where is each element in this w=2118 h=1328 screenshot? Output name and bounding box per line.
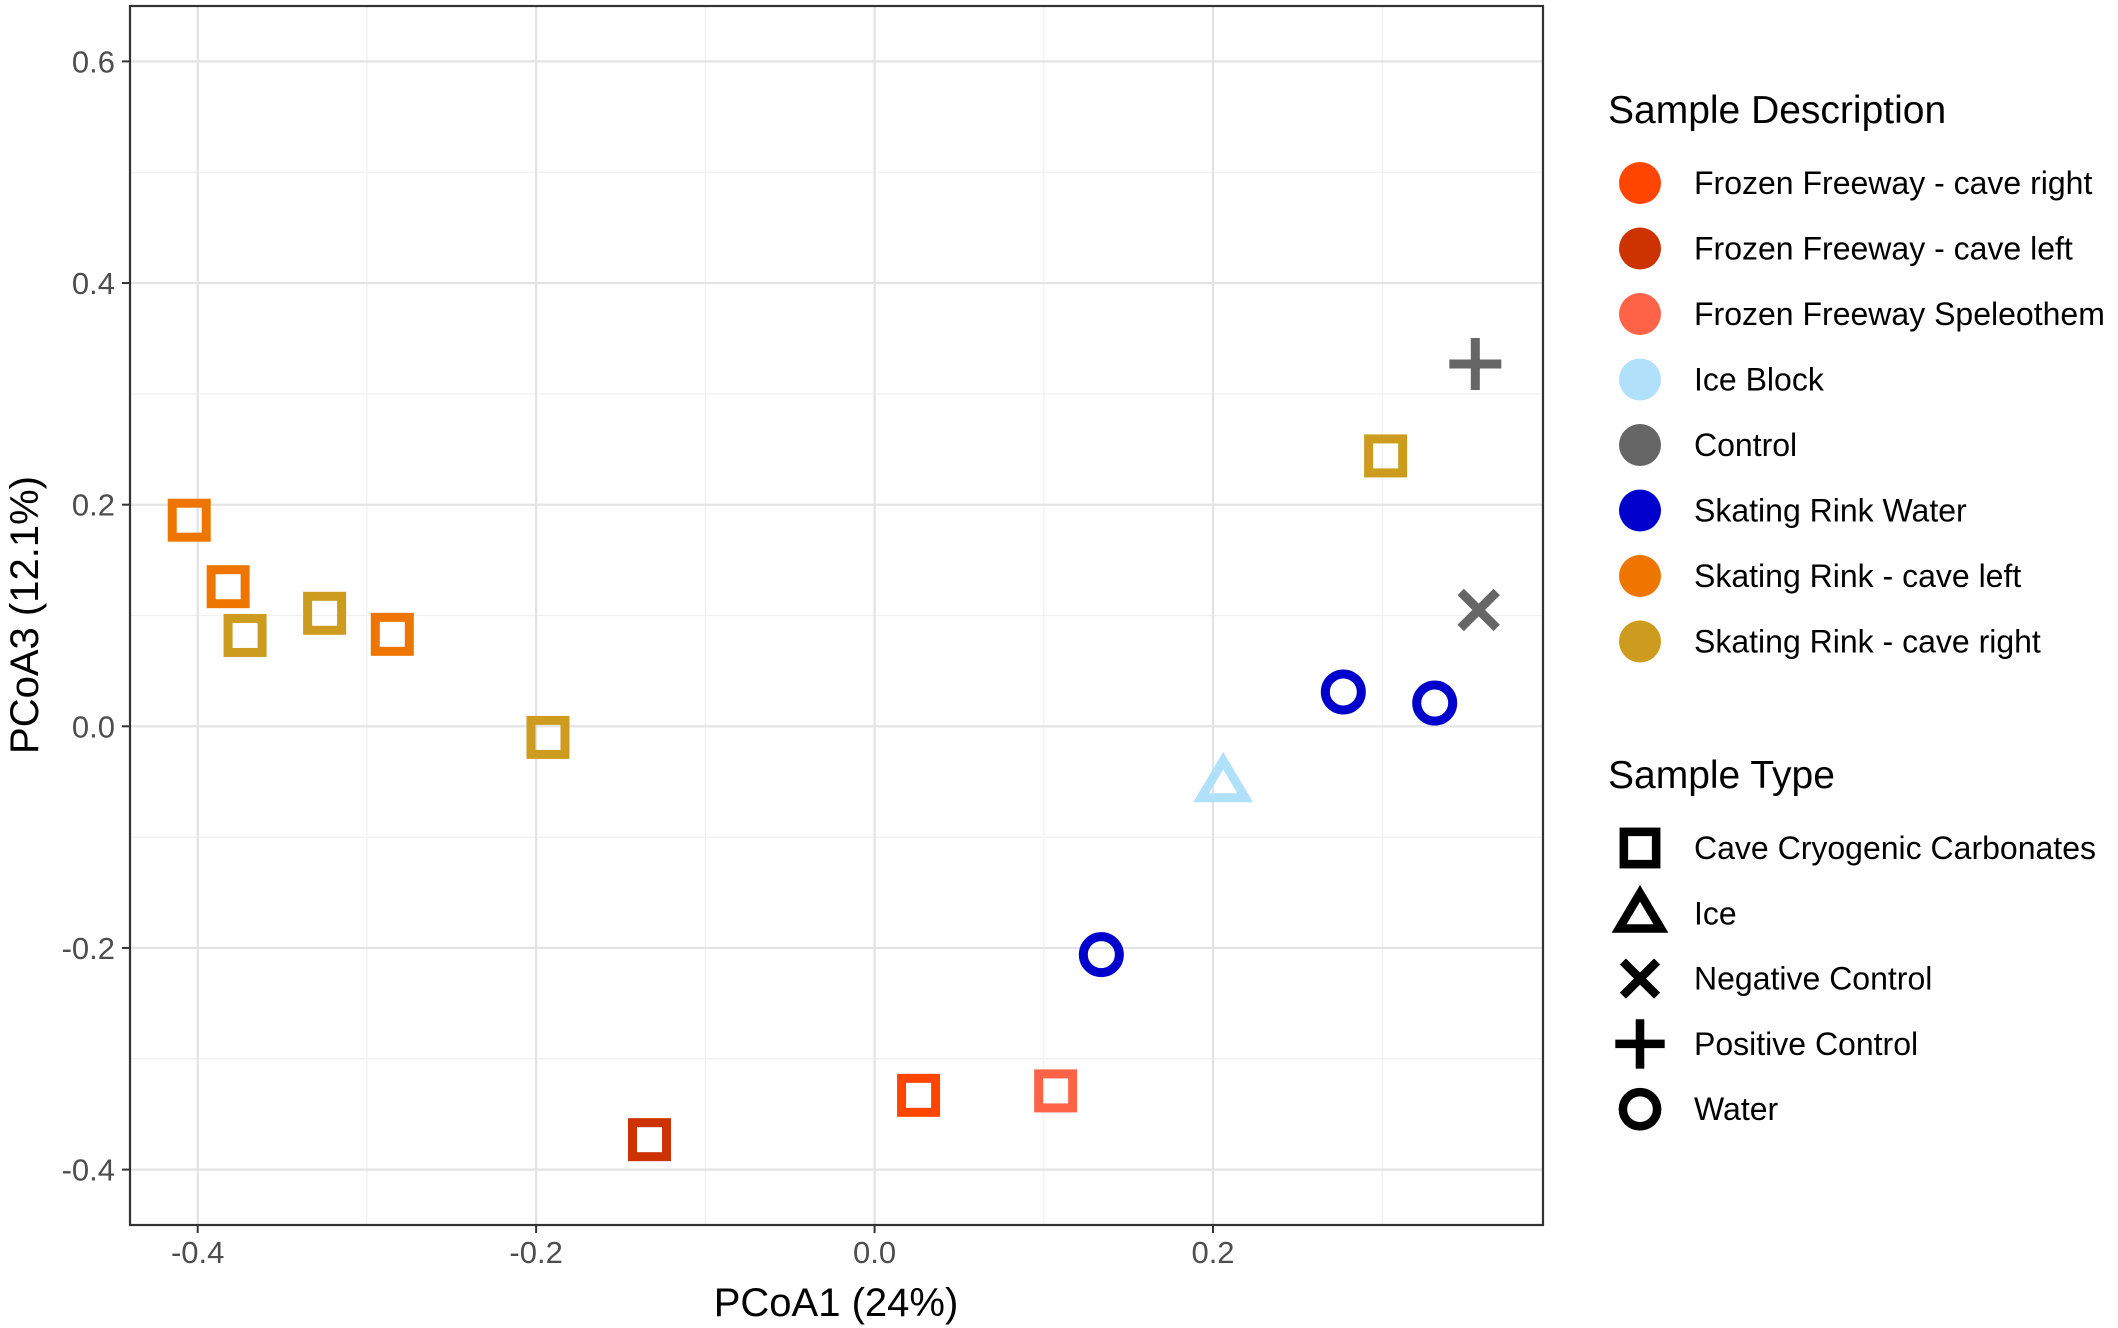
legend-color-key bbox=[1619, 424, 1661, 466]
x-tick-label: 0.2 bbox=[1191, 1235, 1234, 1270]
legend-label: Water bbox=[1694, 1091, 1779, 1127]
data-points bbox=[167, 337, 1502, 1162]
y-tick-label: 0.6 bbox=[72, 44, 115, 79]
legend-color-key bbox=[1619, 489, 1661, 532]
x-tick-label: -0.4 bbox=[171, 1235, 224, 1270]
legend-shape-key-cross bbox=[1619, 958, 1661, 999]
x-axis-ticks: -0.4 -0.2 0.0 0.2 bbox=[171, 1225, 1235, 1270]
y-axis-title: PCoA3 (12.1%) bbox=[3, 476, 47, 754]
legend-label: Ice bbox=[1694, 895, 1737, 931]
legend-color-key bbox=[1619, 162, 1661, 204]
legend-label: Ice Block bbox=[1694, 362, 1825, 398]
data-point-circle bbox=[1412, 680, 1458, 726]
legend-area: Sample Description Frozen Freeway - cave … bbox=[1608, 89, 2105, 1131]
legend-label: Frozen Freeway - cave left bbox=[1694, 231, 2073, 267]
legend-color-key bbox=[1619, 358, 1661, 401]
legend-label: Control bbox=[1694, 427, 1797, 463]
data-point-square bbox=[1034, 1069, 1078, 1113]
legend-label: Skating Rink - cave left bbox=[1694, 558, 2021, 594]
legend-label: Negative Control bbox=[1694, 961, 1932, 997]
legend-label: Positive Control bbox=[1694, 1026, 1918, 1062]
legend-shape-key-triangle bbox=[1611, 884, 1669, 933]
y-tick-label: 0.2 bbox=[72, 488, 115, 523]
legend-shape-key-plus bbox=[1615, 1019, 1665, 1069]
legend-color-key bbox=[1619, 293, 1661, 335]
legend-shape-key-square bbox=[1619, 827, 1661, 869]
y-tick-label: -0.4 bbox=[62, 1153, 115, 1188]
legend-label: Frozen Freeway Speleothem bbox=[1694, 296, 2105, 332]
y-tick-label: 0.4 bbox=[72, 266, 115, 301]
data-point-square bbox=[526, 715, 570, 759]
data-point-square bbox=[1364, 434, 1408, 478]
minor-gridlines bbox=[130, 6, 1543, 1225]
major-gridlines bbox=[130, 6, 1543, 1225]
legend-title-sample-description: Sample Description bbox=[1608, 89, 1946, 132]
data-point-circle bbox=[1320, 669, 1366, 715]
data-point-square bbox=[223, 613, 267, 657]
x-tick-label: -0.2 bbox=[509, 1235, 562, 1270]
x-axis-title: PCoA1 (24%) bbox=[714, 1281, 959, 1325]
legend-color-key bbox=[1619, 620, 1661, 663]
legend-label: Skating Rink - cave right bbox=[1694, 624, 2041, 660]
data-point-square bbox=[897, 1073, 941, 1117]
legend-shape-key-circle bbox=[1618, 1087, 1662, 1131]
plot-panel bbox=[128, 4, 1545, 1227]
y-tick-label: -0.2 bbox=[62, 931, 115, 966]
data-point-triangle bbox=[1193, 751, 1254, 803]
data-point-square bbox=[370, 612, 414, 656]
data-point-square bbox=[167, 498, 211, 542]
y-tick-label: 0.0 bbox=[72, 709, 115, 744]
data-point-cross bbox=[1457, 588, 1500, 632]
data-point-plus bbox=[1449, 337, 1502, 390]
legend-label: Cave Cryogenic Carbonates bbox=[1694, 830, 2096, 866]
data-point-square bbox=[303, 591, 347, 635]
legend-title-sample-type: Sample Type bbox=[1608, 754, 1835, 797]
data-point-square bbox=[628, 1118, 672, 1162]
panel-border bbox=[128, 4, 1545, 1227]
data-point-circle bbox=[1078, 932, 1124, 978]
data-point-square bbox=[206, 565, 250, 609]
legend-color-key bbox=[1619, 227, 1661, 270]
legend-label: Frozen Freeway - cave right bbox=[1694, 165, 2092, 201]
legend-color-key bbox=[1619, 555, 1661, 597]
x-tick-label: 0.0 bbox=[853, 1235, 896, 1270]
y-axis-ticks: -0.4 -0.2 0.0 0.2 0.4 0.6 bbox=[62, 44, 130, 1188]
legend-label: Skating Rink Water bbox=[1694, 493, 1967, 529]
